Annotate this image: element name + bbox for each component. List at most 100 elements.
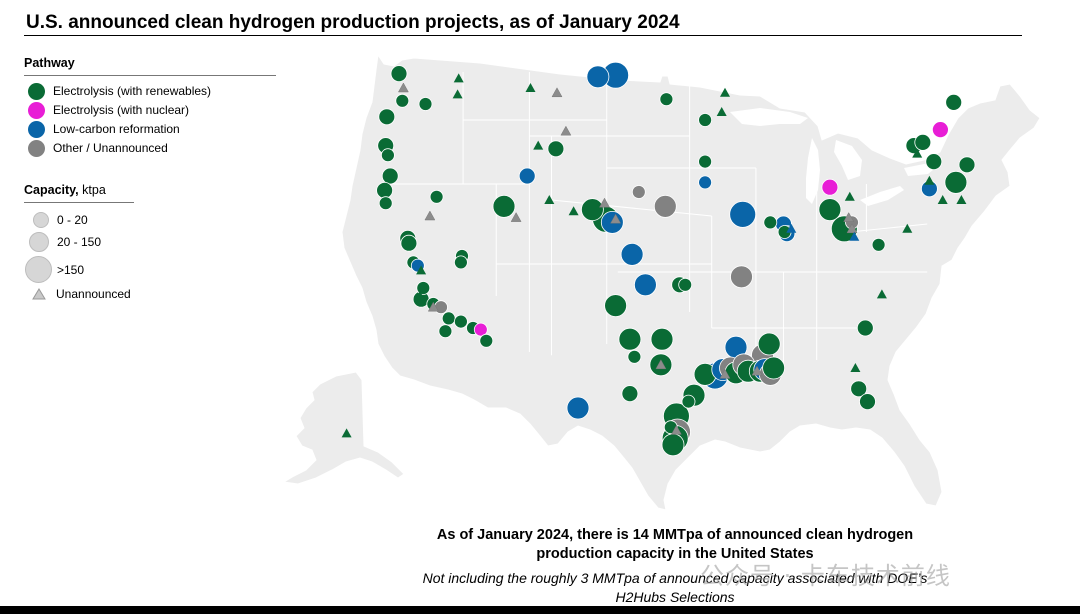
project-marker-renewables [945, 94, 963, 111]
project-marker-renewables [659, 92, 674, 107]
project-marker-renewables [438, 324, 453, 339]
legend-pathway-item: Electrolysis (with nuclear) [28, 101, 189, 119]
unannounced-triangle-other [719, 368, 731, 379]
page-title: U.S. announced clean hydrogen production… [26, 12, 680, 33]
caption-sub: Not including the roughly 3 MMTpa of ann… [422, 570, 928, 605]
capacity-small-label: 0 - 20 [57, 213, 88, 227]
unannounced-triangle-other [670, 424, 682, 435]
pathway-color-swatch-icon [28, 101, 45, 119]
project-marker-renewables [762, 356, 785, 380]
unannounced-triangle-renewables [912, 148, 923, 158]
unannounced-triangle-other [424, 210, 436, 221]
unannounced-triangle-other [846, 223, 858, 234]
project-marker-renewables [678, 277, 693, 292]
unannounced-triangle-reformation [786, 223, 797, 233]
unannounced-triangle-renewables [568, 206, 579, 216]
unannounced-triangle-renewables [533, 140, 544, 150]
pathway-label: Other / Unannounced [53, 141, 168, 155]
project-marker-renewables [381, 167, 399, 185]
pathway-label: Low-carbon reformation [53, 122, 180, 136]
project-marker-renewables [400, 234, 418, 252]
project-marker-renewables [378, 196, 393, 211]
project-marker-other [730, 265, 753, 289]
unannounced-triangle-renewables [876, 289, 887, 299]
lake-huron [834, 140, 862, 180]
project-marker-renewables [581, 198, 604, 222]
project-marker-renewables [859, 393, 876, 411]
project-marker-renewables [604, 294, 627, 318]
capacity-title-text: Capacity, [24, 183, 79, 197]
pathway-color-swatch-icon [28, 139, 45, 157]
project-marker-renewables [850, 380, 868, 398]
unannounced-triangle-other [397, 82, 409, 93]
legend-pathway-item: Other / Unannounced [28, 139, 168, 157]
unannounced-triangle-other [551, 87, 563, 98]
project-marker-renewables [416, 281, 431, 295]
project-marker-renewables [492, 194, 516, 218]
project-marker-reformation [566, 396, 590, 420]
state-border-line [849, 223, 928, 233]
project-marker-renewables [698, 113, 712, 127]
unannounced-triangle-renewables [716, 107, 727, 116]
unannounced-triangle-other [599, 197, 610, 208]
project-marker-renewables [818, 198, 842, 222]
project-marker-reformation [620, 242, 644, 266]
unannounced-triangle-other [843, 212, 855, 222]
unannounced-label: Unannounced [56, 287, 131, 301]
project-marker-renewables [453, 255, 468, 270]
unannounced-triangle-renewables [902, 223, 913, 233]
project-marker-renewables [618, 327, 642, 351]
pathway-color-swatch-icon [28, 120, 45, 138]
bottom-bar [0, 606, 1080, 614]
unannounced-triangle-renewables [525, 83, 536, 92]
project-marker-renewables [453, 314, 468, 329]
project-marker-renewables [661, 433, 685, 457]
unannounced-triangle-renewables [956, 195, 967, 204]
capacity-class-medium: 20 - 150 [29, 232, 101, 252]
project-markers [376, 61, 976, 457]
project-marker-renewables [681, 394, 696, 409]
unannounced-triangle-renewables [720, 87, 730, 97]
legend-pathway-item: Low-carbon reformation [28, 120, 180, 138]
unannounced-triangle-reformation [849, 231, 860, 241]
land-layer [282, 53, 1041, 511]
unannounced-triangle-icon [32, 288, 46, 300]
unannounced-triangle-renewables [844, 191, 855, 201]
project-marker-other [653, 194, 677, 218]
unannounced-triangle-other [655, 359, 667, 370]
project-marker-renewables [650, 327, 674, 351]
legend-pathway-title: Pathway [24, 56, 75, 70]
capacity-class-unannounced: Unannounced [32, 287, 131, 301]
project-marker-renewables [380, 148, 395, 163]
alaska-shape [282, 371, 405, 485]
capacity-large-circle-icon [25, 256, 52, 283]
lake-superior [730, 108, 808, 126]
unannounced-triangle-renewables [416, 265, 427, 275]
capacity-medium-label: 20 - 150 [57, 235, 102, 249]
legend-capacity-divider [24, 202, 134, 203]
pathway-label: Electrolysis (with renewables) [53, 84, 212, 98]
state-borders [381, 72, 928, 376]
legend-capacity-title: Capacity, ktpa [24, 183, 106, 197]
capacity-class-large: >150 [25, 256, 84, 283]
unannounced-triangle-renewables [544, 195, 555, 204]
project-marker-renewables [763, 215, 778, 230]
unannounced-triangle-other [751, 365, 763, 376]
project-marker-other [434, 300, 448, 315]
unannounced-triangle-renewables [924, 175, 935, 185]
project-marker-reformation [634, 273, 657, 297]
project-marker-renewables [390, 65, 408, 82]
project-marker-renewables [757, 332, 781, 356]
project-marker-nuclear [473, 322, 488, 337]
project-marker-nuclear [932, 121, 949, 139]
legend-pathway-divider [24, 75, 276, 76]
unannounced-markers [341, 73, 967, 438]
unannounced-triangle-other [560, 125, 572, 136]
unannounced-triangle-renewables [850, 363, 861, 372]
project-marker-nuclear [821, 178, 839, 196]
capacity-medium-circle-icon [29, 232, 49, 252]
caption-main: As of January 2024, there is 14 MMTpa of… [436, 527, 914, 562]
unannounced-triangle-renewables [937, 195, 948, 204]
unannounced-triangle-renewables [453, 73, 464, 83]
